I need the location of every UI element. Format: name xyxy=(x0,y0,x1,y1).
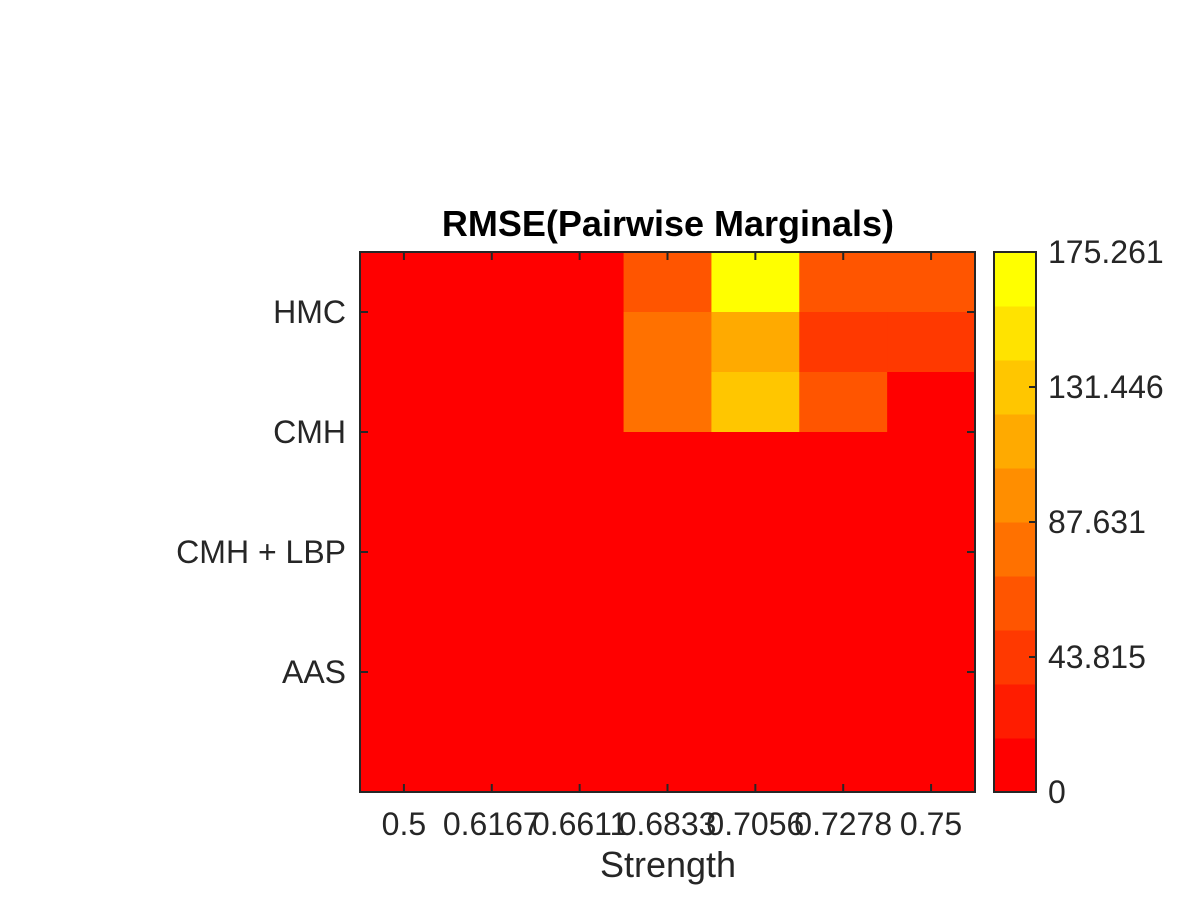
heatmap-cell xyxy=(447,732,537,793)
y-tick-label: CMH xyxy=(273,414,346,450)
heatmap-cell xyxy=(887,252,976,313)
chart-title: RMSE(Pairwise Marginals) xyxy=(442,203,894,244)
x-tick-label: 0.6611 xyxy=(532,806,628,842)
heatmap-cells xyxy=(360,252,976,793)
heatmap-cell xyxy=(360,492,449,553)
heatmap-cell xyxy=(711,732,800,793)
colorbar-tick-label: 0 xyxy=(1048,774,1066,810)
heatmap-cell xyxy=(887,732,976,793)
colorbar-tick-label: 43.815 xyxy=(1048,639,1146,675)
colorbar-segment xyxy=(994,576,1036,631)
x-tick-label: 0.5 xyxy=(382,806,426,842)
heatmap-cell xyxy=(447,432,537,493)
heatmap-cell xyxy=(623,312,712,373)
heatmap-cell xyxy=(711,612,800,673)
heatmap-cell xyxy=(360,552,449,613)
heatmap-cell xyxy=(623,732,712,793)
heatmap-cell xyxy=(447,372,537,433)
heatmap-cell xyxy=(799,312,888,373)
colorbar-tick-label: 175.261 xyxy=(1048,234,1164,270)
heatmap-cell xyxy=(447,492,537,553)
heatmap-cell xyxy=(535,312,625,373)
heatmap-cell xyxy=(360,252,449,313)
x-tick-label: 0.7056 xyxy=(706,806,804,842)
y-tick-label: HMC xyxy=(273,294,346,330)
heatmap-cell xyxy=(535,252,625,313)
colorbar-segment xyxy=(994,468,1036,523)
heatmap-cell xyxy=(535,432,625,493)
heatmap-cell xyxy=(887,672,976,733)
heatmap-cell xyxy=(799,432,888,493)
heatmap-cell xyxy=(799,552,888,613)
colorbar-segment xyxy=(994,414,1036,469)
heatmap-cell xyxy=(623,612,712,673)
heatmap-cell xyxy=(711,372,800,433)
heatmap-cell xyxy=(799,672,888,733)
heatmap-cell xyxy=(887,372,976,433)
heatmap-cell xyxy=(535,552,625,613)
heatmap-cell xyxy=(887,552,976,613)
heatmap-cell xyxy=(623,372,712,433)
heatmap-cell xyxy=(447,312,537,373)
heatmap-cell xyxy=(535,492,625,553)
heatmap-cell xyxy=(535,612,625,673)
x-tick-label: 0.75 xyxy=(900,806,962,842)
heatmap-cell xyxy=(887,432,976,493)
colorbar-segment xyxy=(994,738,1036,793)
heatmap-cell xyxy=(447,612,537,673)
heatmap-cell xyxy=(887,492,976,553)
colorbar-segment xyxy=(994,306,1036,361)
heatmap-cell xyxy=(623,672,712,733)
colorbar-segment xyxy=(994,684,1036,739)
heatmap-cell xyxy=(711,252,800,313)
heatmap-cell xyxy=(799,732,888,793)
y-tick-label: AAS xyxy=(282,654,346,690)
y-tick-labels: HMC CMH CMH + LBP AAS xyxy=(176,294,346,690)
x-tick-label: 0.6833 xyxy=(619,806,717,842)
heatmap-cell xyxy=(623,552,712,613)
heatmap-cell xyxy=(360,672,449,733)
colorbar-segment xyxy=(994,252,1036,307)
x-tick-label: 0.6167 xyxy=(443,806,541,842)
colorbar-segment xyxy=(994,522,1036,577)
heatmap-cell xyxy=(447,252,537,313)
heatmap-cell xyxy=(535,672,625,733)
y-tick-label: CMH + LBP xyxy=(176,534,346,570)
heatmap-cell xyxy=(711,432,800,493)
heatmap-cell xyxy=(535,732,625,793)
heatmap-cell xyxy=(887,312,976,373)
heatmap-cell xyxy=(799,252,888,313)
heatmap-cell xyxy=(887,612,976,673)
heatmap-cell xyxy=(623,252,712,313)
heatmap-cell xyxy=(360,312,449,373)
heatmap-cell xyxy=(711,672,800,733)
heatmap-cell xyxy=(623,432,712,493)
heatmap-cell xyxy=(360,732,449,793)
heatmap-cell xyxy=(360,612,449,673)
heatmap-cell xyxy=(447,552,537,613)
heatmap-cell xyxy=(711,312,800,373)
heatmap-cell xyxy=(711,492,800,553)
heatmap-cell xyxy=(799,372,888,433)
x-tick-label: 0.7278 xyxy=(794,806,892,842)
heatmap-cell xyxy=(535,372,625,433)
heatmap-cell xyxy=(799,612,888,673)
heatmap-cell xyxy=(799,492,888,553)
colorbar-tick-labels: 0 43.815 87.631 131.446 175.261 xyxy=(1029,234,1164,810)
colorbar-tick-label: 87.631 xyxy=(1048,504,1146,540)
heatmap-cell xyxy=(360,372,449,433)
heatmap-cell xyxy=(360,432,449,493)
x-axis-label: Strength xyxy=(600,844,736,885)
heatmap-cell xyxy=(623,492,712,553)
axis-ticks xyxy=(360,252,975,792)
heatmap-cell xyxy=(447,672,537,733)
colorbar-tick-label: 131.446 xyxy=(1048,369,1164,405)
heatmap-cell xyxy=(711,552,800,613)
